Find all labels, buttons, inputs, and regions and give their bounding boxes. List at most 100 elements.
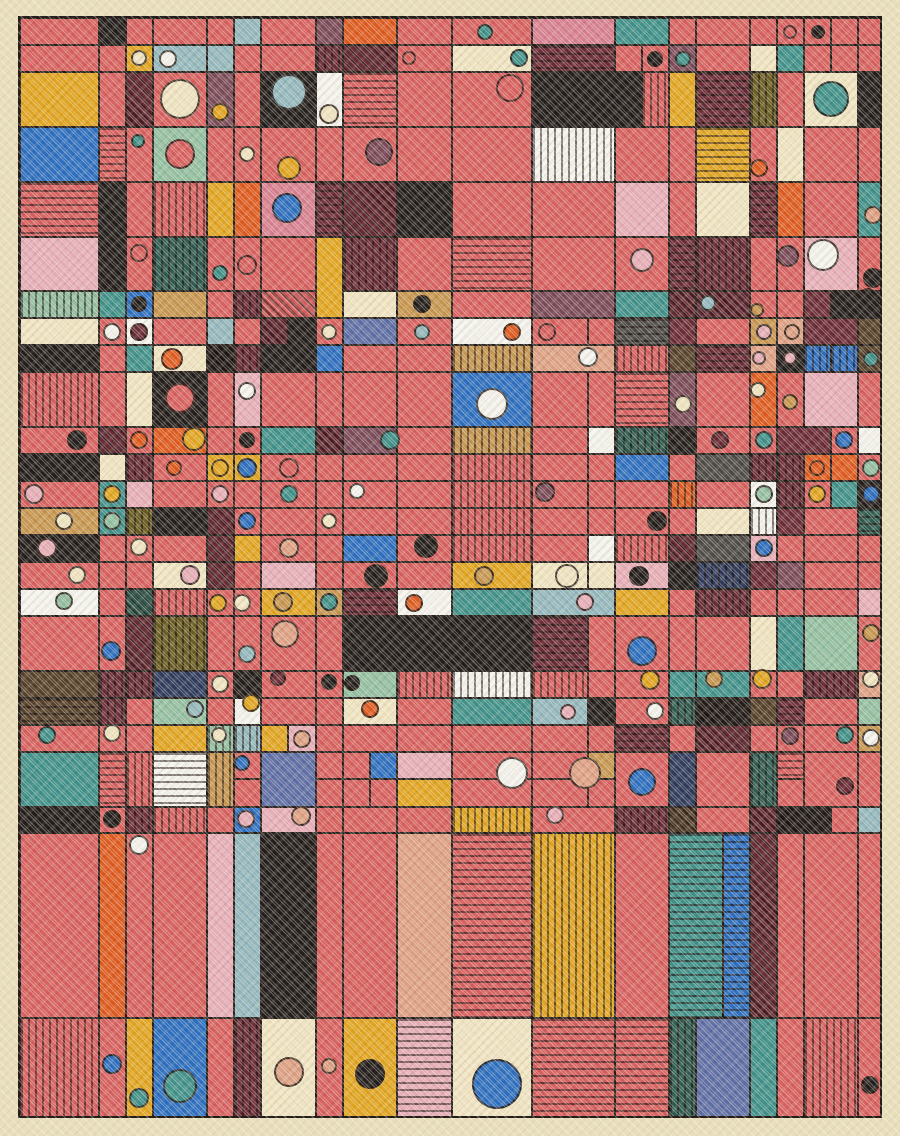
grid-cell: [669, 562, 696, 589]
circle-dot: [538, 323, 556, 341]
grid-cell: [831, 345, 858, 372]
circle-dot: [414, 534, 438, 558]
grid-cell: [234, 72, 261, 127]
grid-cell: [452, 833, 532, 1018]
circle-dot: [270, 670, 286, 686]
grid-cell: [261, 725, 288, 752]
grid-cell: [669, 372, 696, 427]
grid-cell: [397, 508, 452, 535]
grid-cell: [804, 698, 858, 725]
grid-cell: [234, 182, 261, 237]
grid-cell: [343, 345, 397, 372]
grid-cell: [669, 454, 696, 481]
circle-dot: [474, 566, 494, 586]
grid-cell: [99, 535, 126, 562]
grid-cell: [532, 616, 588, 671]
grid-cell: [261, 372, 316, 427]
grid-cell: [777, 698, 804, 725]
grid-cell: [804, 833, 858, 1018]
circle-dot: [863, 351, 879, 367]
grid-cell: [153, 535, 207, 562]
circle-dot: [569, 757, 601, 789]
grid-cell: [532, 372, 588, 427]
grid-cell: [207, 616, 234, 671]
grid-cell: [452, 345, 532, 372]
circle-dot: [238, 512, 256, 530]
grid-cell: [696, 481, 750, 508]
circle-dot: [755, 485, 773, 503]
circle-dot: [163, 1069, 197, 1103]
grid-cell: [452, 481, 532, 508]
circle-dot: [700, 295, 716, 311]
circle-dot: [413, 295, 431, 313]
circle-dot: [576, 593, 594, 611]
grid-cell: [261, 291, 316, 318]
grid-cell: [20, 345, 99, 372]
circle-dot: [414, 324, 430, 340]
grid-cell: [153, 291, 207, 318]
circle-dot: [37, 538, 57, 558]
circle-dot: [647, 51, 663, 67]
grid-cell: [397, 671, 452, 698]
grid-cell: [804, 1018, 858, 1116]
grid-cell: [343, 182, 397, 237]
circle-dot: [864, 206, 880, 224]
grid-cell: [696, 535, 750, 562]
circle-dot: [166, 460, 182, 476]
circle-dot: [211, 727, 227, 743]
circle-dot: [237, 458, 257, 478]
circle-dot: [503, 323, 521, 341]
grid-cell: [696, 752, 750, 807]
circle-dot: [835, 431, 853, 449]
grid-cell: [234, 372, 261, 427]
grid-cell: [316, 725, 343, 752]
grid-cell: [615, 535, 669, 562]
grid-cell: [370, 752, 397, 779]
grid-cell: [588, 562, 615, 589]
grid-cell: [750, 372, 777, 427]
grid-cell: [20, 1018, 99, 1116]
grid-cell: [858, 807, 880, 833]
grid-cell: [777, 535, 804, 562]
grid-cell: [261, 427, 316, 454]
circle-dot: [130, 323, 148, 341]
grid-cell: [532, 182, 615, 237]
grid-cell: [397, 562, 452, 589]
grid-cell: [126, 589, 153, 616]
grid-cell: [696, 127, 750, 182]
grid-cell: [343, 72, 397, 127]
grid-cell: [588, 454, 615, 481]
grid-cell: [669, 589, 696, 616]
grid-cell: [452, 698, 532, 725]
circle-dot: [858, 288, 878, 308]
grid-cell: [99, 427, 126, 454]
grid-cell: [588, 427, 615, 454]
circle-dot: [863, 268, 880, 288]
grid-cell: [669, 72, 696, 127]
grid-cell: [343, 589, 397, 616]
grid-cell: [20, 318, 99, 345]
grid-cell: [316, 372, 343, 427]
grid-cell: [777, 45, 804, 72]
circle-dot: [496, 74, 524, 102]
grid-cell: [669, 291, 696, 318]
grid-cell: [777, 508, 804, 535]
grid-cell: [343, 535, 397, 562]
grid-cell: [207, 127, 234, 182]
grid-cell: [452, 616, 532, 671]
grid-cell: [343, 318, 397, 345]
grid-cell: [207, 1018, 234, 1116]
circle-dot: [807, 239, 839, 271]
grid-cell: [750, 698, 777, 725]
circle-dot: [160, 79, 200, 119]
grid-cell: [343, 291, 397, 318]
grid-cell: [532, 345, 615, 372]
grid-cell: [750, 182, 777, 237]
grid-cell: [615, 1018, 669, 1116]
grid-cell: [804, 752, 858, 807]
circle-dot: [510, 49, 528, 67]
circle-dot: [165, 383, 195, 413]
grid-cell: [696, 372, 750, 427]
circle-dot: [836, 777, 854, 795]
grid-cell: [804, 318, 858, 345]
